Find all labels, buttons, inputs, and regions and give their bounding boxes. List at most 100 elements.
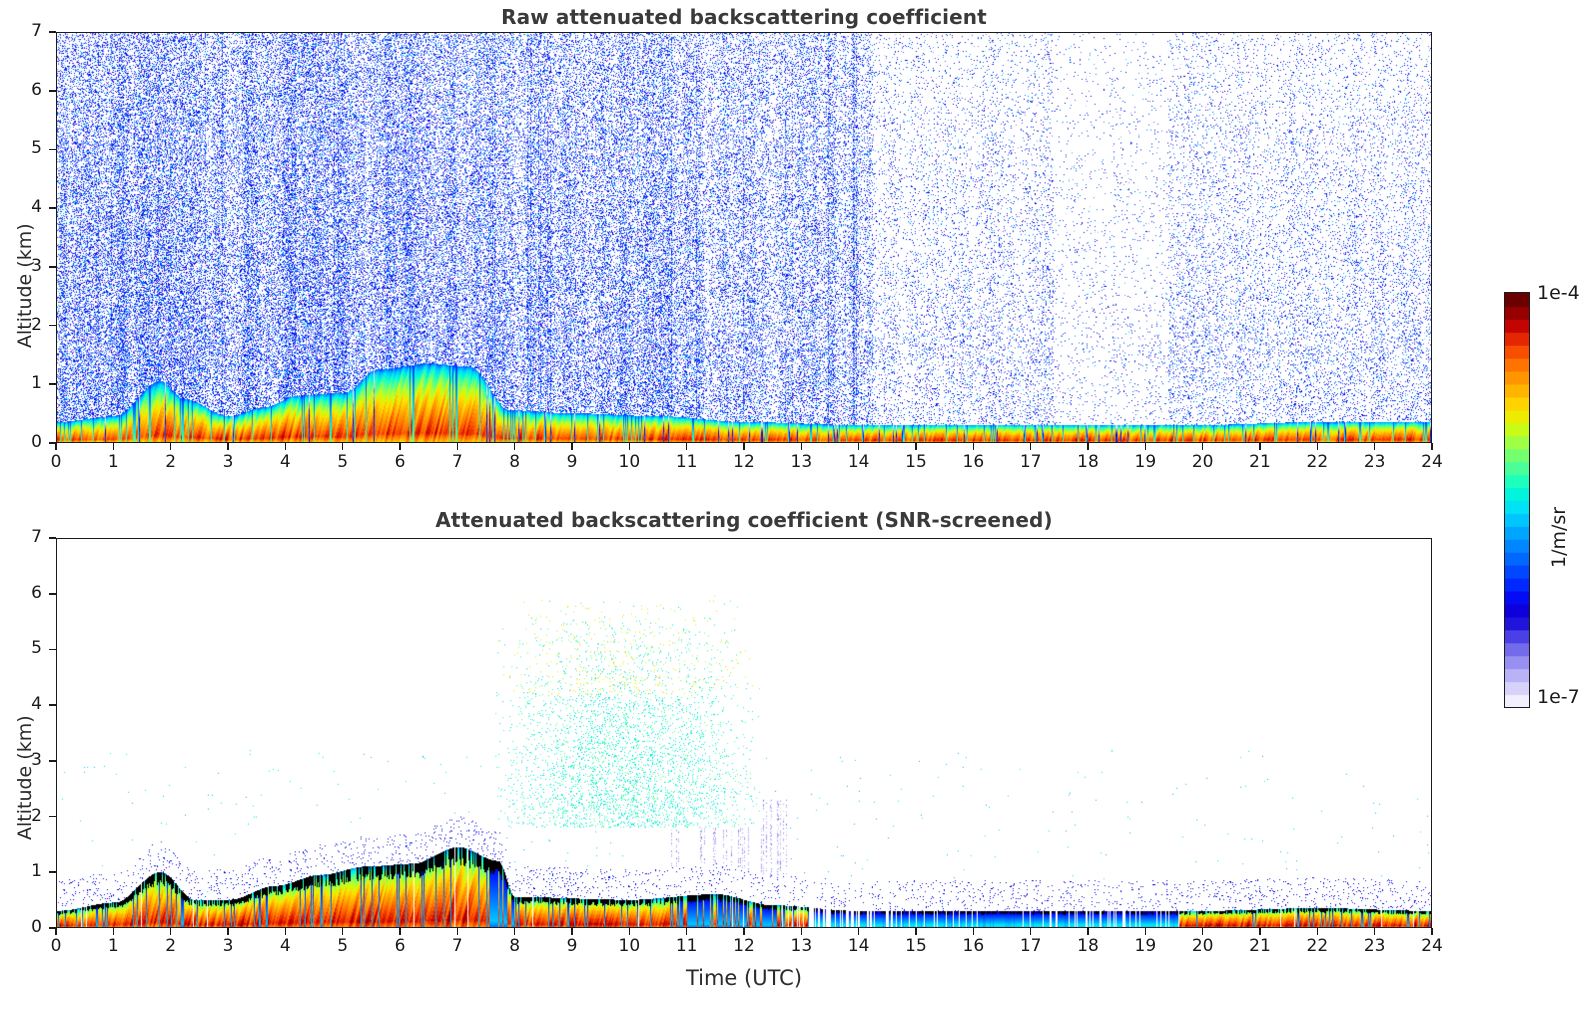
- y-tick-label: 2: [31, 805, 42, 826]
- x-tick-label: 0: [50, 936, 62, 956]
- x-tick-label: 3: [222, 936, 234, 956]
- y-tick: [49, 324, 56, 327]
- x-tick-label: 24: [1421, 452, 1443, 472]
- x-tick-label: 20: [1191, 936, 1214, 956]
- x-tick-label: 7: [451, 452, 463, 472]
- x-tick: [169, 928, 172, 935]
- x-tick-label: 8: [509, 936, 521, 956]
- x-tick: [227, 928, 229, 935]
- x-tick-label: 24: [1421, 936, 1443, 956]
- x-tick-label: 21: [1249, 936, 1271, 956]
- x-tick: [456, 443, 459, 450]
- x-tick-label: 19: [1134, 452, 1157, 472]
- x-tick: [628, 928, 631, 935]
- x-tick: [685, 443, 688, 450]
- y-tick-label: 6: [31, 582, 42, 603]
- x-tick-label: 6: [394, 936, 406, 956]
- y-tick-label: 6: [31, 79, 42, 100]
- x-tick-label: 23: [1363, 452, 1386, 472]
- colorbar-max-label: 1e-4: [1537, 282, 1580, 304]
- y-tick-label: 5: [31, 638, 42, 659]
- x-tick: [55, 443, 57, 450]
- x-tick-label: 1: [107, 936, 119, 956]
- y-tick-label: 0: [31, 917, 42, 937]
- y-tick: [49, 537, 56, 539]
- x-tick: [800, 443, 803, 450]
- y-tick-label: 1: [31, 861, 42, 882]
- x-tick: [915, 928, 917, 935]
- x-tick-label: 13: [790, 452, 813, 472]
- x-tick-label: 8: [509, 452, 521, 472]
- x-tick: [857, 928, 860, 935]
- x-tick: [915, 443, 917, 450]
- x-tick: [284, 928, 287, 935]
- x-tick: [1201, 443, 1204, 450]
- x-tick-label: 10: [618, 936, 641, 956]
- bottom-panel-x-axis-label: Time (UTC): [685, 966, 803, 990]
- colorbar-gradient: [1504, 292, 1530, 708]
- x-tick-label: 21: [1249, 452, 1271, 472]
- x-tick-label: 11: [675, 936, 698, 956]
- x-tick: [1259, 443, 1261, 450]
- raw-backscatter-heatmap: [57, 33, 1431, 442]
- y-tick-label: 1: [31, 373, 42, 394]
- x-tick-label: 15: [905, 936, 927, 956]
- y-tick: [49, 648, 56, 651]
- x-tick-label: 2: [165, 452, 177, 472]
- x-tick: [227, 443, 229, 450]
- x-tick-label: 16: [962, 936, 985, 956]
- x-tick: [513, 443, 516, 450]
- x-tick: [1373, 443, 1376, 450]
- x-tick: [1029, 443, 1032, 450]
- x-tick-label: 11: [675, 452, 698, 472]
- y-tick: [49, 704, 56, 706]
- x-tick: [1259, 928, 1261, 935]
- x-tick-label: 16: [962, 452, 985, 472]
- x-tick-label: 12: [733, 452, 755, 472]
- colorbar-units-label: 1/m/sr: [1548, 506, 1570, 568]
- x-tick: [112, 928, 115, 935]
- x-tick-label: 4: [279, 452, 291, 472]
- x-tick: [972, 928, 975, 935]
- x-tick: [743, 443, 745, 450]
- x-tick-label: 0: [50, 452, 62, 472]
- y-tick: [49, 148, 56, 151]
- x-tick: [857, 443, 860, 450]
- x-tick-label: 18: [1077, 452, 1099, 472]
- y-tick: [49, 442, 56, 444]
- x-tick: [341, 443, 344, 450]
- x-tick: [1144, 928, 1147, 935]
- x-tick: [112, 443, 115, 450]
- x-tick-label: 9: [566, 452, 578, 472]
- snr-screened-backscatter-heatmap: [57, 539, 1431, 927]
- x-tick-label: 5: [337, 936, 349, 956]
- x-tick: [972, 443, 975, 450]
- y-tick-label: 4: [31, 694, 42, 715]
- x-tick-label: 6: [394, 452, 406, 472]
- x-tick-label: 14: [847, 936, 870, 956]
- y-tick-label: 7: [31, 21, 42, 41]
- x-tick: [1201, 928, 1204, 935]
- x-tick: [169, 443, 172, 450]
- y-tick-label: 7: [31, 527, 42, 547]
- x-tick: [1029, 928, 1032, 935]
- y-tick: [49, 207, 56, 209]
- x-tick: [456, 928, 459, 935]
- x-tick: [341, 928, 344, 935]
- y-tick: [49, 383, 56, 386]
- top-panel-title: Raw attenuated backscattering coefficien…: [501, 5, 987, 29]
- x-tick-label: 17: [1019, 452, 1042, 472]
- y-tick: [49, 871, 56, 874]
- x-tick-label: 7: [451, 936, 463, 956]
- y-tick: [49, 592, 56, 595]
- x-tick: [1431, 443, 1433, 450]
- x-tick: [284, 443, 287, 450]
- x-tick: [513, 928, 516, 935]
- x-tick: [1087, 443, 1089, 450]
- x-tick: [1431, 928, 1433, 935]
- colorbar-min-label: 1e-7: [1537, 686, 1580, 708]
- x-tick-label: 5: [337, 452, 349, 472]
- y-tick: [49, 760, 56, 762]
- x-tick: [800, 928, 803, 935]
